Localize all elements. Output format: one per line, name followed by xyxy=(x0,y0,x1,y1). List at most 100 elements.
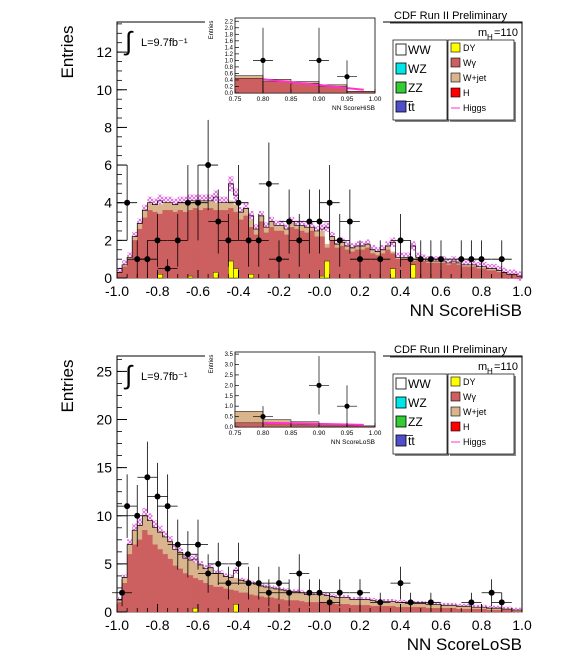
data-point xyxy=(144,474,151,481)
bar xyxy=(172,565,178,613)
inset-bar-wgamma xyxy=(262,81,292,94)
inset-bar-wgamma xyxy=(234,422,264,428)
bar xyxy=(359,605,366,613)
legend-label: t̅t xyxy=(406,100,416,114)
data-point xyxy=(184,551,191,558)
legend-label: Higgs xyxy=(463,103,487,113)
bar xyxy=(369,253,376,279)
panel-losb: -1.0 -0.8 -0.6 -0.4 -0.2 -0.0 0.2 0.4 0.6 0.8 1.00… xyxy=(58,344,532,654)
inset-bar-wgamma xyxy=(234,78,264,94)
inset-y-tick-label: 1.2 xyxy=(225,52,234,58)
data-point xyxy=(195,199,201,206)
legend-label: t̅t xyxy=(406,434,416,448)
legend-swatch-wjet xyxy=(450,406,461,417)
x-tick-label: -1.0 xyxy=(105,617,129,633)
bar xyxy=(395,259,401,279)
integral-sign: ∫ xyxy=(123,26,134,56)
bar xyxy=(516,610,523,613)
legend-label: WW xyxy=(408,377,431,391)
legend-label: WZ xyxy=(408,396,427,410)
data-point xyxy=(225,237,232,244)
y-axis-label: Entries xyxy=(58,26,77,79)
bar xyxy=(491,609,497,613)
legend-swatch-zz xyxy=(395,81,407,94)
data-points xyxy=(112,441,512,612)
bar xyxy=(450,608,457,613)
data-point xyxy=(316,218,323,225)
legend-label: DY xyxy=(463,43,476,53)
data-point xyxy=(468,256,475,263)
bar xyxy=(197,580,204,613)
x-tick-label: 0.2 xyxy=(350,617,370,633)
legend-swatch-h xyxy=(450,421,461,432)
bar xyxy=(248,594,254,613)
legend-label: WW xyxy=(408,43,431,57)
inset-data-point xyxy=(344,74,350,80)
bar xyxy=(304,232,310,279)
bar xyxy=(349,251,356,279)
legend-label: Higgs xyxy=(463,437,487,447)
bar xyxy=(187,575,194,613)
bar xyxy=(471,608,477,613)
bar xyxy=(501,272,507,279)
legend-label: ZZ xyxy=(408,81,423,95)
data-point xyxy=(336,589,343,596)
bar xyxy=(450,262,457,279)
bar xyxy=(476,608,482,613)
data-point xyxy=(306,218,313,225)
bar xyxy=(329,240,335,279)
bar xyxy=(137,539,143,613)
inset-x-tick-label: 0.85 xyxy=(285,430,298,437)
bar xyxy=(192,208,199,279)
bar xyxy=(157,274,163,279)
data-point xyxy=(458,256,465,263)
legend-label: Wγ xyxy=(463,58,476,68)
data-point xyxy=(326,199,333,206)
bar xyxy=(238,592,244,613)
data-point xyxy=(296,237,303,244)
bar xyxy=(496,609,502,613)
data-point xyxy=(488,589,495,596)
data-point xyxy=(154,237,161,244)
bar xyxy=(445,264,452,279)
x-tick-label: -0.8 xyxy=(145,283,169,299)
bar xyxy=(430,608,437,613)
bar xyxy=(172,211,178,279)
legend-swatch-wgamma xyxy=(450,391,461,402)
x-tick-label: 0.6 xyxy=(431,617,451,633)
legend-swatch-wz xyxy=(395,396,407,409)
inset-x-tick-label: 0.85 xyxy=(285,96,298,103)
inset-y-tick-label: 0.5 xyxy=(225,415,234,421)
bar xyxy=(278,599,285,613)
bar xyxy=(187,210,194,279)
bar xyxy=(157,549,163,613)
data-point xyxy=(124,199,131,206)
x-tick-label: -0.4 xyxy=(226,617,250,633)
bar xyxy=(283,234,290,279)
bar xyxy=(461,608,467,613)
bar xyxy=(121,582,128,613)
y-tick-label: 25 xyxy=(96,363,112,379)
inset-data-point xyxy=(260,57,266,63)
legend-swatch-h xyxy=(450,87,461,98)
bar xyxy=(152,544,158,613)
inset-data-point xyxy=(316,57,322,63)
bar xyxy=(142,530,148,613)
bar xyxy=(390,268,396,279)
y-tick-label: 20 xyxy=(96,412,112,428)
bar xyxy=(511,274,518,279)
x-tick-label: 0.4 xyxy=(391,283,411,299)
y-tick-label: 15 xyxy=(96,460,112,476)
data-points xyxy=(117,119,512,278)
bar xyxy=(192,607,199,613)
bar xyxy=(385,606,391,613)
legend-label: H xyxy=(463,422,470,432)
x-tick-label: 1.0 xyxy=(512,617,532,633)
bar xyxy=(511,610,518,613)
bar xyxy=(126,259,133,279)
bar xyxy=(339,245,345,279)
bar xyxy=(147,210,153,279)
series-w xyxy=(116,208,523,279)
bar xyxy=(420,260,426,279)
